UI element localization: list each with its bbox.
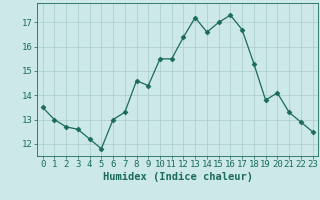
X-axis label: Humidex (Indice chaleur): Humidex (Indice chaleur) <box>103 172 252 182</box>
